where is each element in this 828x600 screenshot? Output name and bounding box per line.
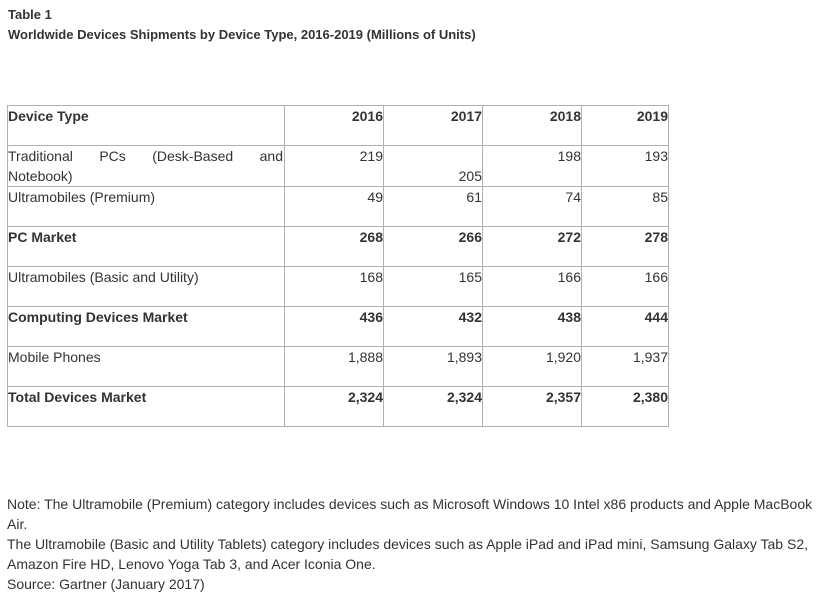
cell-mobile-phones-2019: 1,937	[581, 346, 669, 387]
row-label-mobile-phones: Mobile Phones	[7, 346, 285, 387]
cell-mobile-phones-2017: 1,893	[383, 346, 483, 387]
cell-pc-market-2019: 278	[581, 226, 669, 267]
basic-utility-note: The Ultramobile (Basic and Utility Table…	[7, 536, 809, 572]
row-label-ultramobiles-basic: Ultramobiles (Basic and Utility)	[7, 266, 285, 307]
cell-total-devices-2019: 2,380	[581, 386, 669, 427]
premium-note: Note: The Ultramobile (Premium) category…	[7, 496, 813, 532]
cell-ultramobiles-premium-2019: 85	[581, 186, 669, 227]
cell-total-devices-2017: 2,324	[383, 386, 483, 427]
cell-computing-devices-2019: 444	[581, 306, 669, 347]
table-row: Computing Devices Market 436 432 438 444	[7, 306, 669, 347]
cell-pc-market-2018: 272	[482, 226, 582, 267]
row-label-total-devices-market: Total Devices Market	[7, 386, 285, 427]
table-title: Worldwide Devices Shipments by Device Ty…	[8, 27, 476, 42]
source-note: Source: Gartner (January 2017)	[7, 576, 205, 592]
cell-mobile-phones-2016: 1,888	[284, 346, 384, 387]
cell-traditional-pcs-2016: 219	[284, 145, 384, 187]
column-header-2017: 2017	[383, 105, 483, 146]
cell-pc-market-2016: 268	[284, 226, 384, 267]
cell-computing-devices-2017: 432	[383, 306, 483, 347]
table-row: Total Devices Market 2,324 2,324 2,357 2…	[7, 386, 669, 427]
cell-computing-devices-2016: 436	[284, 306, 384, 347]
cell-traditional-pcs-2017: 205	[458, 168, 482, 184]
row-label-traditional-pcs: Traditional PCs (Desk-Based and Notebook…	[7, 145, 285, 187]
table-row: Ultramobiles (Premium) 49 61 74 85	[7, 186, 669, 227]
table-caption-label: Table 1	[8, 7, 52, 22]
cell-computing-devices-2018: 438	[482, 306, 582, 347]
cell-ultramobiles-basic-2018: 166	[482, 266, 582, 307]
table-row: Mobile Phones 1,888 1,893 1,920 1,937	[7, 346, 669, 387]
row-label-pc-market: PC Market	[7, 226, 285, 267]
cell-total-devices-2016: 2,324	[284, 386, 384, 427]
column-header-2019: 2019	[581, 105, 669, 146]
device-shipments-table: Device Type 2016 2017 2018 2019 Traditio…	[7, 105, 669, 427]
table-row: PC Market 268 266 272 278	[7, 226, 669, 267]
row-label-computing-devices-market: Computing Devices Market	[7, 306, 285, 347]
cell-traditional-pcs-2018: 198	[482, 145, 582, 187]
row-label-ultramobiles-premium: Ultramobiles (Premium)	[7, 186, 285, 227]
column-header-2018: 2018	[482, 105, 582, 146]
cell-ultramobiles-basic-2016: 168	[284, 266, 384, 307]
table-row: Traditional PCs (Desk-Based and Notebook…	[7, 145, 669, 187]
cell-traditional-pcs-2017-wrapper: 205	[383, 145, 483, 187]
column-header-device-type: Device Type	[7, 105, 285, 146]
cell-ultramobiles-basic-2019: 166	[581, 266, 669, 307]
cell-ultramobiles-premium-2016: 49	[284, 186, 384, 227]
cell-traditional-pcs-2019: 193	[581, 145, 669, 187]
table-row: Ultramobiles (Basic and Utility) 168 165…	[7, 266, 669, 307]
cell-mobile-phones-2018: 1,920	[482, 346, 582, 387]
cell-ultramobiles-basic-2017: 165	[383, 266, 483, 307]
table-notes: Note: The Ultramobile (Premium) category…	[7, 494, 822, 594]
table-header-row: Device Type 2016 2017 2018 2019	[7, 105, 669, 146]
cell-pc-market-2017: 266	[383, 226, 483, 267]
cell-ultramobiles-premium-2017: 61	[383, 186, 483, 227]
cell-ultramobiles-premium-2018: 74	[482, 186, 582, 227]
column-header-2016: 2016	[284, 105, 384, 146]
cell-total-devices-2018: 2,357	[482, 386, 582, 427]
